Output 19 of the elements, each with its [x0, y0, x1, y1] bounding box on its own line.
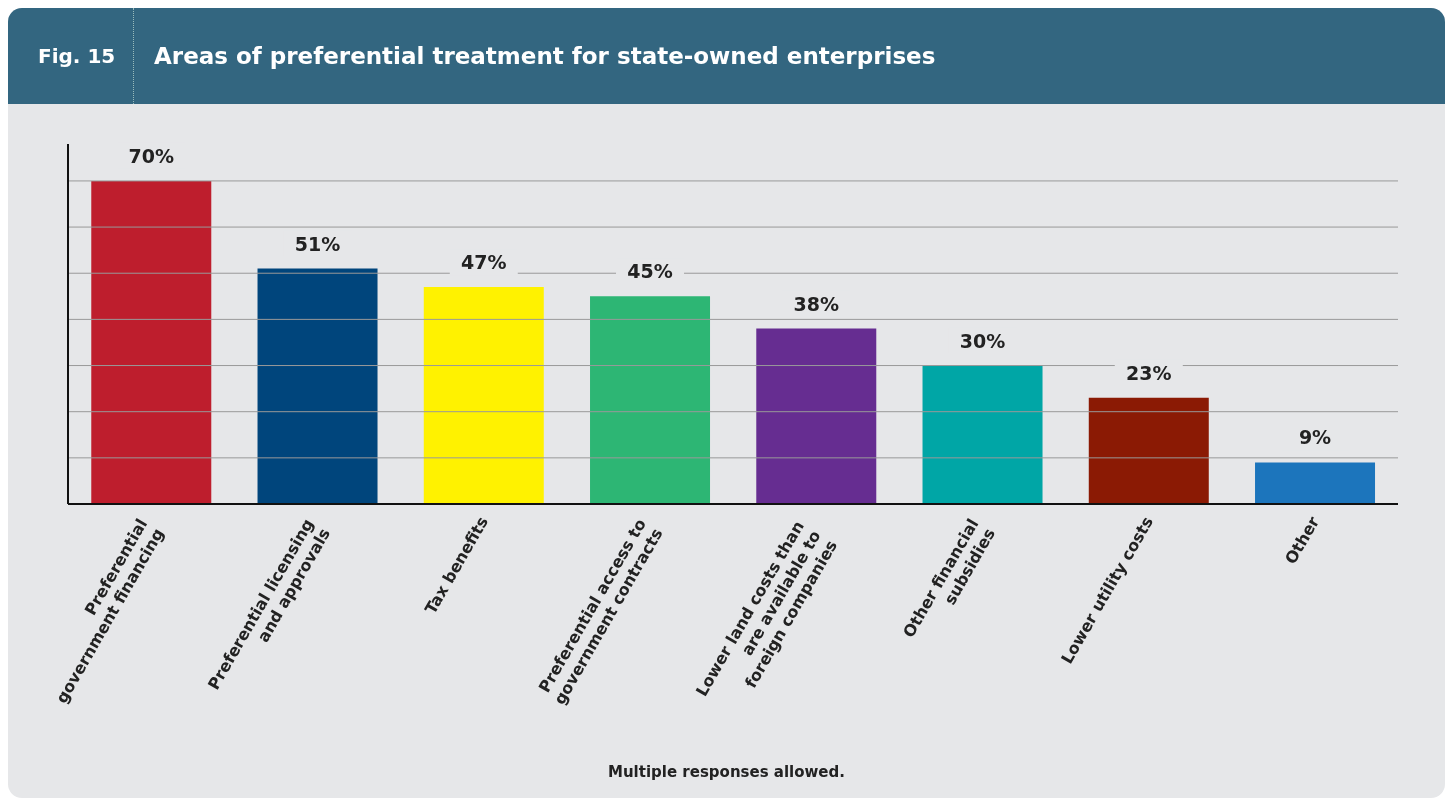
data-label: 45% [627, 260, 673, 283]
chart-title: Areas of preferential treatment for state-owned enterprises [153, 43, 936, 69]
caption: Fig. 15 [8, 8, 134, 104]
data-label: 51% [294, 232, 341, 255]
bar [257, 268, 378, 504]
bar [1088, 397, 1209, 504]
data-label: 70% [128, 144, 175, 167]
bar [1255, 462, 1376, 504]
data-label: 47% [461, 251, 507, 274]
bar [922, 365, 1043, 504]
data-label: 9% [1298, 426, 1332, 449]
data-label: 38% [793, 292, 840, 315]
bar [423, 287, 544, 504]
data-label: 30% [959, 329, 1006, 352]
bar [756, 328, 877, 504]
text: Multiple responses allowed. [607, 763, 846, 781]
bar [590, 296, 711, 504]
bar [91, 180, 212, 504]
data-label: 23% [1126, 361, 1172, 384]
